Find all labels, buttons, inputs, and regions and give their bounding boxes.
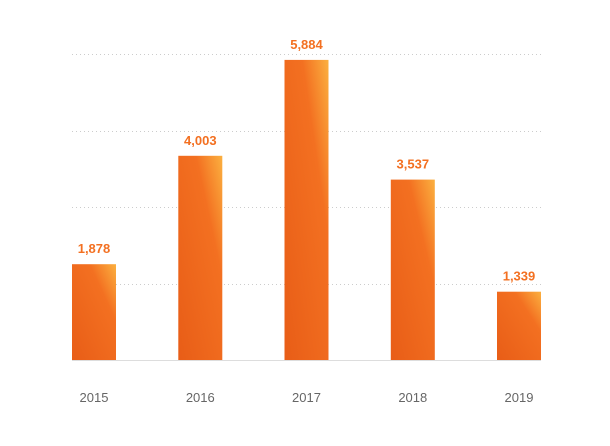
x-tick-label-2016: 2016 [186, 390, 215, 405]
bars [72, 59, 541, 361]
value-label-2017: 5,884 [290, 37, 323, 52]
x-tick-label-2019: 2019 [505, 390, 534, 405]
bar-2015 [72, 264, 116, 360]
bar-2019 [497, 291, 541, 360]
value-labels: 1,878 4,003 5,884 3,537 1,339 [78, 37, 536, 284]
value-label-2019: 1,339 [503, 269, 536, 284]
bar-2017 [284, 59, 329, 361]
x-axis-tick-labels: 2015 2016 2017 2018 2019 [80, 390, 534, 405]
value-label-2015: 1,878 [78, 241, 111, 256]
value-label-2018: 3,537 [397, 157, 430, 172]
x-tick-label-2018: 2018 [398, 390, 427, 405]
bar-2018 [390, 179, 435, 360]
x-tick-label-2017: 2017 [292, 390, 321, 405]
bar-2016 [178, 155, 223, 360]
value-label-2016: 4,003 [184, 133, 217, 148]
gridlines [72, 54, 541, 361]
x-tick-label-2015: 2015 [80, 390, 109, 405]
